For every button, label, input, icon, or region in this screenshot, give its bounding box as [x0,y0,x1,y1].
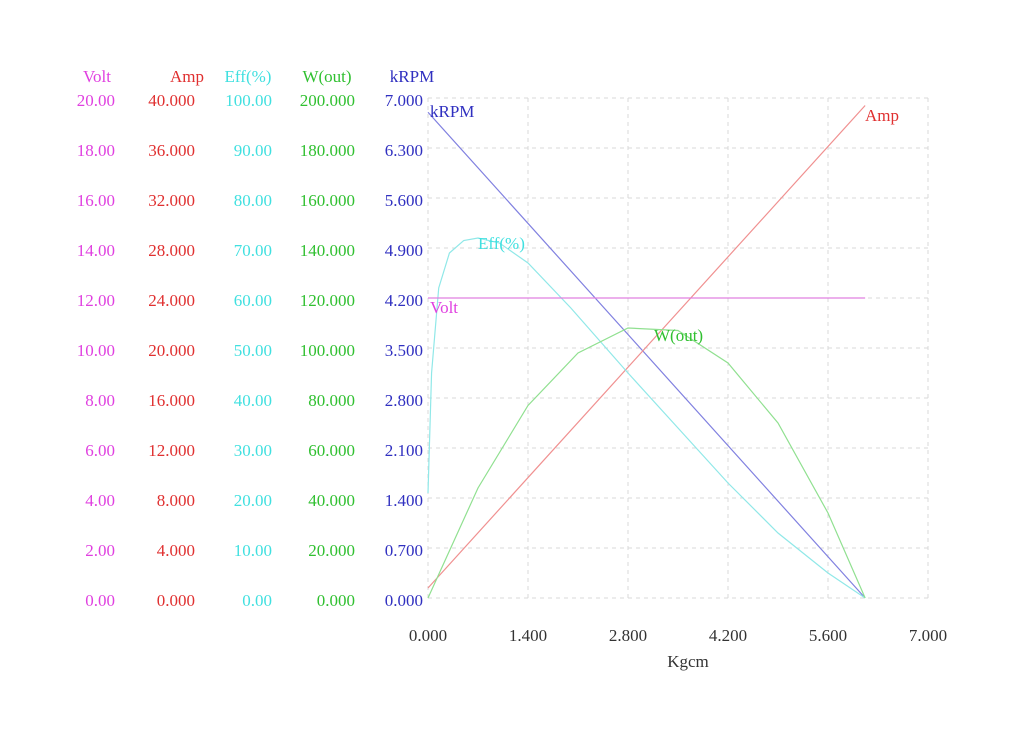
y-tick-label: 70.00 [234,241,272,260]
y-tick-label: 4.200 [385,291,423,310]
y-tick-label: 8.000 [157,491,195,510]
x-tick-label: 2.800 [609,626,647,645]
y-tick-label: 3.500 [385,341,423,360]
y-tick-label: 40.000 [148,91,195,110]
y-tick-label: 60.000 [308,441,355,460]
y-tick-label: 12.00 [77,291,115,310]
y-tick-label: 20.000 [308,541,355,560]
y-tick-label: 16.00 [77,191,115,210]
y-tick-label: 4.000 [157,541,195,560]
y-tick-label: 120.000 [300,291,355,310]
y-tick-label: 12.000 [148,441,195,460]
axis-title: Eff(%) [225,67,272,86]
y-tick-label: 18.00 [77,141,115,160]
y-tick-label: 10.00 [77,341,115,360]
y-tick-label: 0.00 [242,591,272,610]
y-tick-label: 80.000 [308,391,355,410]
y-tick-label: 50.00 [234,341,272,360]
y-tick-label: 0.700 [385,541,423,560]
y-tick-label: 20.000 [148,341,195,360]
x-tick-label: 1.400 [509,626,547,645]
y-tick-label: 2.100 [385,441,423,460]
series-line [427,237,866,599]
y-tick-label: 160.000 [300,191,355,210]
y-tick-label: 40.000 [308,491,355,510]
axis-title: kRPM [390,67,434,86]
y-tick-label: 60.00 [234,291,272,310]
y-tick-label: 14.00 [77,241,115,260]
y-tick-label: 5.600 [385,191,423,210]
y-tick-label: 100.00 [225,91,272,110]
y-tick-label: 24.000 [148,291,195,310]
series-label: Volt [430,298,458,317]
y-tick-label: 36.000 [148,141,195,160]
y-tick-label: 28.000 [148,241,195,260]
x-tick-label: 5.600 [809,626,847,645]
y-tick-label: 180.000 [300,141,355,160]
y-tick-label: 80.00 [234,191,272,210]
y-tick-label: 100.000 [300,341,355,360]
x-tick-label: 0.000 [409,626,447,645]
y-tick-label: 7.000 [385,91,423,110]
y-tick-label: 16.000 [148,391,195,410]
y-tick-label: 90.00 [234,141,272,160]
y-tick-label: 40.00 [234,391,272,410]
y-tick-label: 2.00 [85,541,115,560]
y-tick-label: 4.900 [385,241,423,260]
series-label: W(out) [654,326,703,345]
y-tick-label: 8.00 [85,391,115,410]
y-tick-label: 32.000 [148,191,195,210]
x-tick-label: 7.000 [909,626,947,645]
axis-title: W(out) [302,67,351,86]
x-axis-label: Kgcm [667,652,709,671]
y-tick-label: 140.000 [300,241,355,260]
axis-title: Amp [170,67,204,86]
series-line [427,105,866,589]
y-tick-label: 0.00 [85,591,115,610]
y-tick-label: 0.000 [317,591,355,610]
x-tick-label: 4.200 [709,626,747,645]
y-tick-label: 2.800 [385,391,423,410]
series-line [427,327,866,599]
y-tick-label: 0.000 [157,591,195,610]
series-line [427,111,866,599]
y-tick-label: 20.00 [234,491,272,510]
y-tick-label: 20.00 [77,91,115,110]
y-tick-label: 30.00 [234,441,272,460]
y-tick-label: 4.00 [85,491,115,510]
y-tick-label: 6.300 [385,141,423,160]
y-tick-label: 0.000 [385,591,423,610]
y-tick-label: 10.00 [234,541,272,560]
series-label: Eff(%) [478,234,525,253]
series-label: kRPM [430,102,474,121]
y-tick-label: 6.00 [85,441,115,460]
y-tick-label: 200.000 [300,91,355,110]
series-label: Amp [865,106,899,125]
axis-title: Volt [83,67,111,86]
y-tick-label: 1.400 [385,491,423,510]
